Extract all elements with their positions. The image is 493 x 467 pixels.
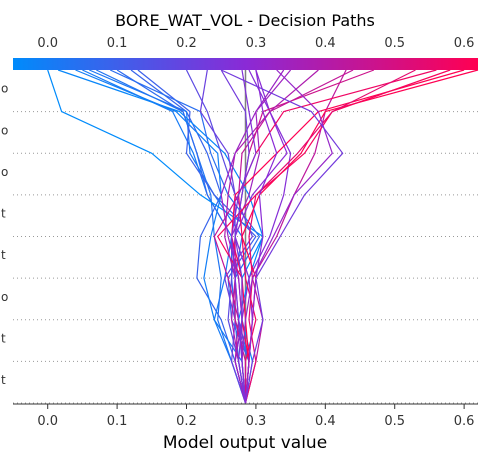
x-axis-ticks: 0.0 0.1 0.2 0.3 0.4 0.5 0.6: [37, 404, 474, 429]
decision-path-line: [224, 69, 319, 404]
colorbar-tick-label: 0.6: [454, 36, 475, 51]
x-axis-label: Model output value: [163, 433, 327, 453]
chart-title: BORE_WAT_VOL - Decision Paths: [115, 11, 375, 31]
x-tick-label: 0.3: [246, 414, 267, 429]
decision-path-line: [220, 69, 344, 404]
colorbar-tick-label: 0.0: [37, 36, 58, 51]
feature-label: o: [1, 123, 8, 137]
colorbar: [13, 58, 478, 70]
decision-path-line: [244, 69, 416, 404]
decision-path-line: [231, 69, 257, 404]
decision-path-line: [89, 69, 247, 404]
decision-path-line: [199, 69, 253, 404]
decision-paths: [47, 69, 479, 404]
decision-path-line: [130, 69, 247, 404]
colorbar-tick-labels: 0.0 0.1 0.2 0.3 0.4 0.5 0.6: [37, 36, 474, 51]
colorbar-tick-label: 0.5: [384, 36, 405, 51]
colorbar-tick-label: 0.1: [107, 36, 128, 51]
decision-path-line: [96, 69, 247, 404]
feature-label: o: [1, 82, 8, 96]
feature-labels: o o o t t o t t: [1, 82, 8, 387]
decision-path-line: [220, 69, 250, 404]
decision-path-line: [220, 69, 285, 404]
x-tick-label: 0.4: [315, 414, 336, 429]
decision-path-line: [109, 69, 260, 404]
feature-label: t: [1, 331, 6, 345]
feature-label: o: [1, 290, 8, 304]
feature-label: t: [1, 373, 6, 387]
colorbar-tick-label: 0.4: [315, 36, 336, 51]
feature-label: o: [1, 165, 8, 179]
colorbar-tick-label: 0.2: [176, 36, 197, 51]
feature-label: t: [1, 207, 6, 221]
decision-path-line: [241, 69, 333, 404]
decision-path-line: [244, 69, 278, 404]
x-tick-label: 0.2: [176, 414, 197, 429]
decision-path-line: [47, 69, 264, 404]
colorbar-tick-label: 0.3: [246, 36, 267, 51]
x-tick-label: 0.5: [384, 414, 405, 429]
x-tick-label: 0.6: [454, 414, 475, 429]
x-tick-label: 0.0: [37, 414, 58, 429]
x-tick-label: 0.1: [107, 414, 128, 429]
feature-label: t: [1, 248, 6, 262]
